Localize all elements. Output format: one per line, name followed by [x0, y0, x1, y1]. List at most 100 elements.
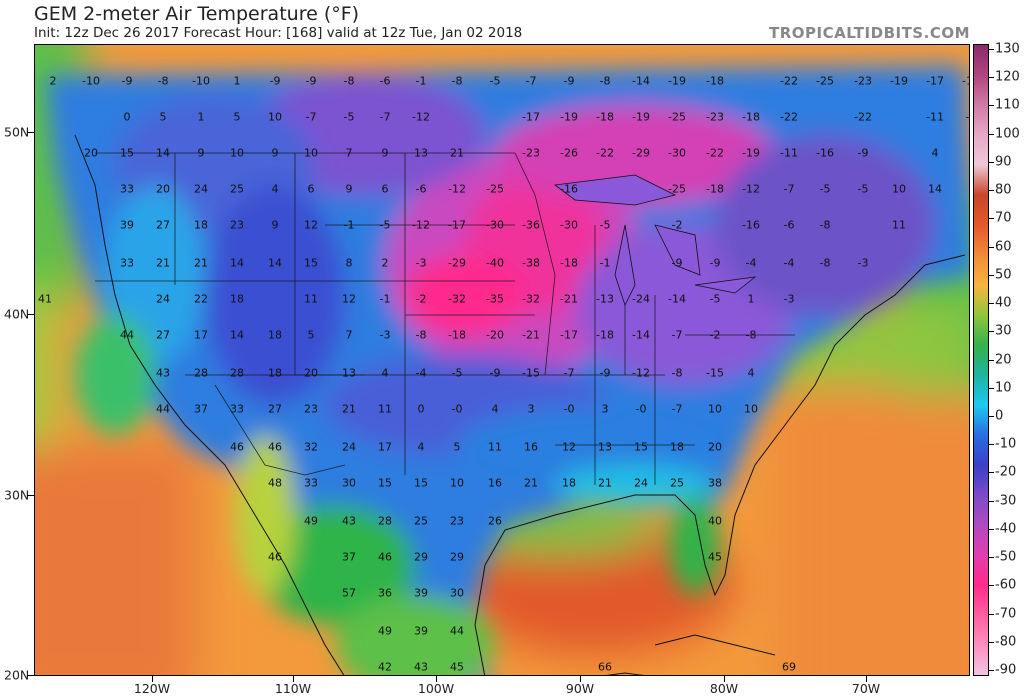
- station-temp: 15: [120, 146, 134, 160]
- station-temp: 33: [230, 402, 244, 416]
- station-temp: 17: [378, 440, 392, 454]
- station-temp: -8: [819, 218, 831, 232]
- station-temp: 14: [928, 182, 942, 196]
- colorbar-tick: [989, 670, 994, 671]
- colorbar-tick: [989, 613, 994, 615]
- station-temp: -17: [560, 328, 578, 342]
- station-temp: 43: [414, 660, 428, 674]
- station-temp: 10: [230, 146, 244, 160]
- station-temp: -23: [706, 110, 724, 124]
- station-temp: -8: [599, 74, 611, 88]
- station-temp: -2: [709, 328, 721, 342]
- colorbar-label: 0: [995, 408, 1004, 424]
- colorbar-label: -70: [995, 606, 1017, 622]
- station-temp: 5: [307, 328, 315, 342]
- station-temp: 32: [304, 440, 318, 454]
- colorbar-label: -20: [995, 464, 1017, 480]
- station-temp: 9: [271, 218, 279, 232]
- colorbar-tick: [989, 190, 994, 192]
- station-temp: 21: [598, 476, 612, 490]
- station-temp: 18: [562, 476, 576, 490]
- station-temp: 39: [414, 624, 428, 638]
- lon-label-110w: 110W: [274, 681, 312, 696]
- station-temp: 15: [414, 476, 428, 490]
- colorbar-label: 130: [995, 41, 1020, 57]
- station-temp: -12: [412, 218, 430, 232]
- colorbar-label: -40: [995, 521, 1017, 537]
- colorbar-tick: [989, 528, 994, 530]
- colorbar-label: 110: [995, 97, 1020, 113]
- colorbar-label: -60: [995, 577, 1017, 593]
- station-temp: -23: [854, 74, 872, 88]
- station-temp: -29: [448, 256, 466, 270]
- brand-watermark: TROPICALTIDBITS.COM: [769, 24, 970, 42]
- lon-tick: [293, 676, 294, 682]
- colorbar-tick: [989, 49, 994, 50]
- station-temp: -25: [486, 182, 504, 196]
- station-temp: -17: [926, 74, 944, 88]
- lat-tick: [27, 132, 34, 133]
- station-temp: -18: [596, 328, 614, 342]
- station-temp: 21: [450, 146, 464, 160]
- colorbar-tick: [989, 359, 994, 361]
- station-temp: 3: [601, 402, 609, 416]
- lon-label-90w: 90W: [565, 681, 595, 696]
- station-temp: -2: [415, 292, 427, 306]
- station-temp: 28: [194, 366, 208, 380]
- station-temp: 17: [194, 328, 208, 342]
- station-temp: -38: [522, 256, 540, 270]
- station-temp: -8: [671, 366, 683, 380]
- station-temp: -19: [560, 110, 578, 124]
- station-temp: -21: [560, 292, 578, 306]
- station-temp: 36: [378, 586, 392, 600]
- station-temp: 28: [378, 514, 392, 528]
- station-temp: 37: [342, 550, 356, 564]
- colorbar-tick: [989, 246, 994, 248]
- station-temp: 24: [342, 440, 356, 454]
- station-temp: 46: [268, 440, 282, 454]
- station-temp: 30: [450, 586, 464, 600]
- station-temp: -22: [780, 110, 798, 124]
- station-temp: -18: [448, 328, 466, 342]
- station-temp: 10: [708, 402, 722, 416]
- station-temp: -5: [451, 366, 463, 380]
- station-temp: 23: [304, 402, 318, 416]
- colorbar-tick: [989, 105, 994, 107]
- temperature-map: 2 -10 -9 -8 -10 1 -9 -9 -8 -6 -1 -8 -5 -7 -9 -8 -14 -19 -1…: [34, 44, 970, 676]
- lon-tick: [436, 676, 437, 682]
- station-temp: -7: [563, 366, 575, 380]
- station-temp: 5: [453, 440, 461, 454]
- station-temp: 57: [342, 586, 356, 600]
- colorbar-tick: [989, 133, 994, 135]
- station-temp: -15: [522, 366, 540, 380]
- station-temp: 5: [159, 110, 167, 124]
- station-temp: -9: [709, 256, 721, 270]
- station-temp: 15: [304, 256, 318, 270]
- colorbar-tick: [989, 218, 994, 220]
- station-temp: -3: [379, 328, 391, 342]
- station-temp: -10: [192, 74, 210, 88]
- station-temp: -2: [671, 218, 683, 232]
- station-temp: -0: [635, 402, 647, 416]
- station-temp: -26: [560, 146, 578, 160]
- station-temp: -8: [745, 328, 757, 342]
- colorbar-tick: [989, 444, 994, 446]
- station-temp: 25: [670, 476, 684, 490]
- station-temp: 18: [268, 328, 282, 342]
- station-temp: -14: [632, 328, 650, 342]
- colorbar-tick: [989, 274, 994, 276]
- colorbar-label: 120: [995, 69, 1020, 85]
- station-temp: 30: [342, 476, 356, 490]
- station-temp: 9: [345, 182, 353, 196]
- station-temp: 10: [892, 182, 906, 196]
- station-temp: 11: [488, 440, 502, 454]
- station-temp: -10: [82, 74, 100, 88]
- station-temp: 37: [194, 402, 208, 416]
- station-temp: 21: [342, 402, 356, 416]
- station-temp: 21: [156, 256, 170, 270]
- station-temp: 9: [381, 146, 389, 160]
- station-temp: -5: [709, 292, 721, 306]
- station-temp: 20: [156, 182, 170, 196]
- lat-label-40n: 40N: [4, 306, 30, 322]
- station-temp: 10: [268, 110, 282, 124]
